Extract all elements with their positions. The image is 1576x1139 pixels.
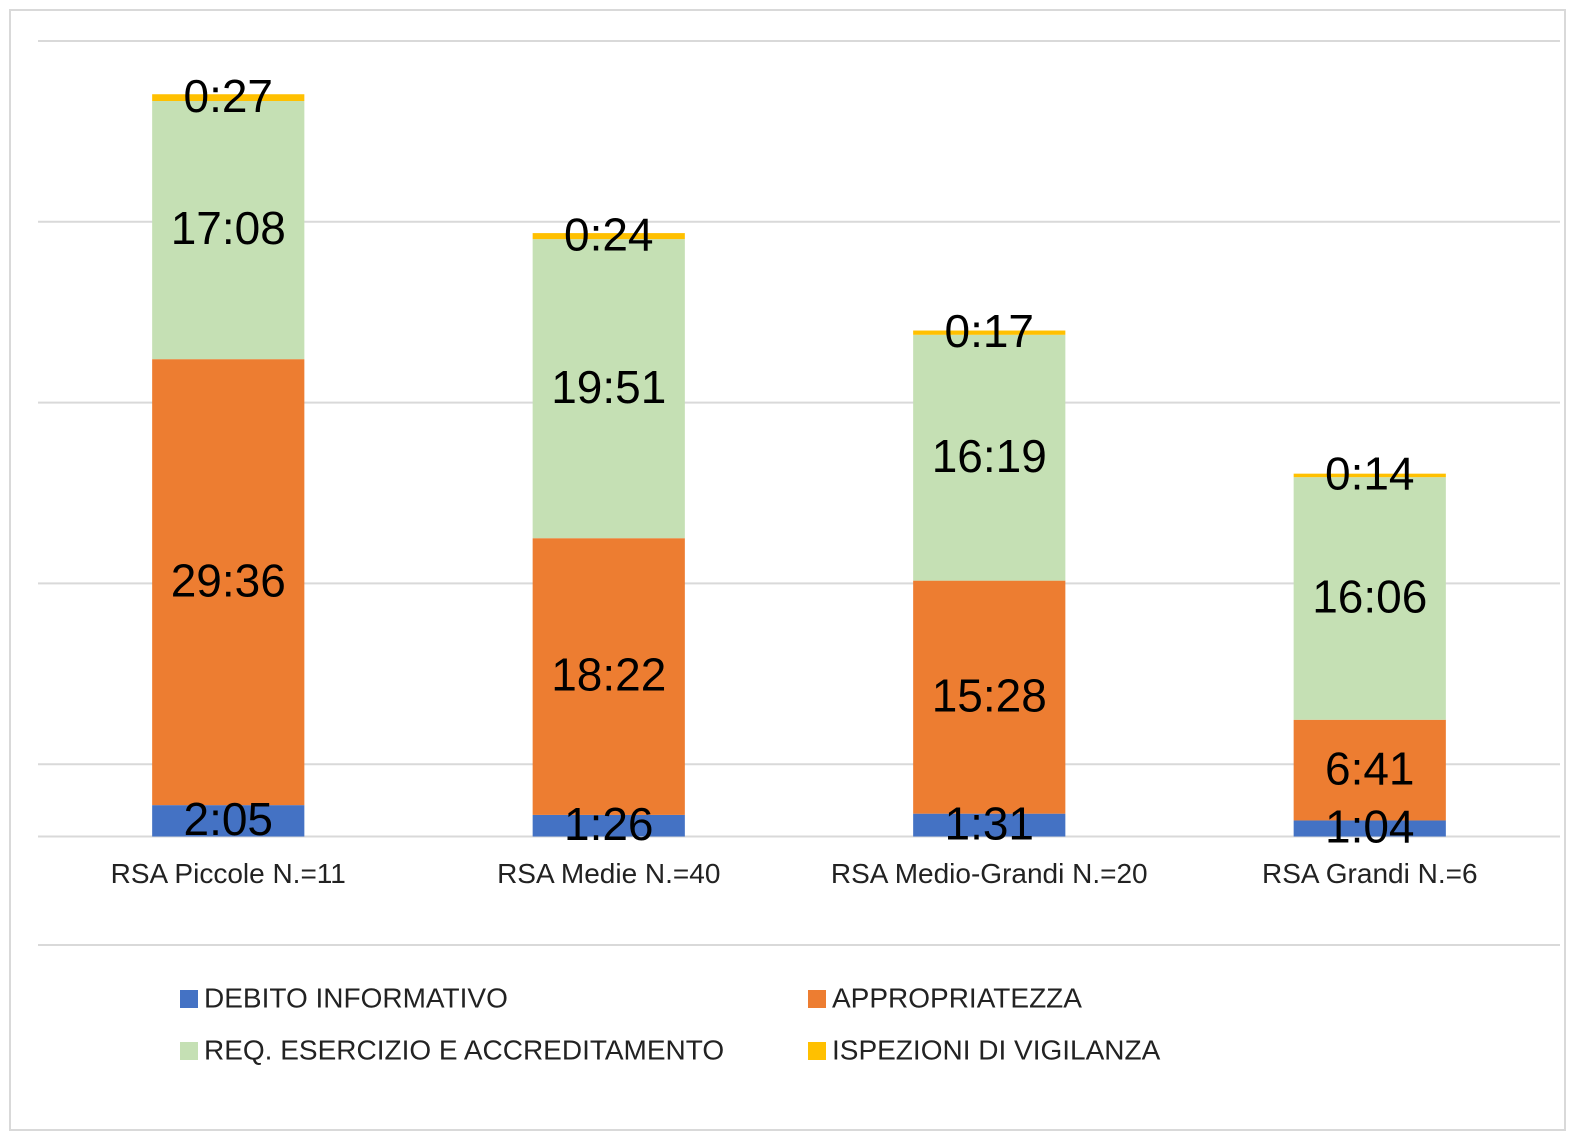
legend-swatch bbox=[808, 990, 826, 1008]
data-label: 0:14 bbox=[1325, 448, 1415, 500]
legend-label: REQ. ESERCIZIO E ACCREDITAMENTO bbox=[204, 1034, 724, 1065]
bar-segment bbox=[1293, 477, 1446, 720]
data-label: 16:19 bbox=[932, 430, 1047, 482]
data-label: 16:06 bbox=[1312, 571, 1427, 623]
bar-segment bbox=[532, 814, 685, 837]
bar-segment bbox=[152, 94, 305, 102]
data-label: 19:51 bbox=[551, 361, 666, 413]
data-label: 0:27 bbox=[183, 70, 273, 122]
data-label: 0:24 bbox=[564, 208, 654, 260]
data-label: 1:04 bbox=[1325, 801, 1415, 853]
bar-segment bbox=[913, 813, 1066, 837]
data-label: 6:41 bbox=[1325, 742, 1415, 794]
bar-segment bbox=[913, 580, 1066, 814]
bar-segment bbox=[1293, 473, 1446, 478]
bar-segment bbox=[532, 233, 685, 240]
legend-swatch bbox=[180, 1042, 198, 1060]
data-label: 0:17 bbox=[944, 305, 1034, 357]
data-label: 1:26 bbox=[564, 798, 654, 850]
data-label: 2:05 bbox=[183, 793, 273, 845]
legend-swatch bbox=[808, 1042, 826, 1060]
legend-label: DEBITO INFORMATIVO bbox=[204, 982, 508, 1013]
bar-segment bbox=[913, 334, 1066, 581]
bar-segment bbox=[913, 330, 1066, 335]
bar-segment bbox=[152, 805, 305, 837]
legend-swatch bbox=[180, 990, 198, 1008]
x-tick-label: RSA Piccole N.=11 bbox=[111, 858, 346, 889]
bar-segment bbox=[532, 239, 685, 539]
bar-segment bbox=[152, 359, 305, 806]
x-tick-label: RSA Medio-Grandi N.=20 bbox=[831, 858, 1148, 889]
data-label: 29:36 bbox=[171, 554, 286, 606]
bar-segment bbox=[532, 538, 685, 815]
legend-label: ISPEZIONI DI VIGILANZA bbox=[832, 1034, 1161, 1065]
x-tick-label: RSA Medie N.=40 bbox=[497, 858, 720, 889]
bar-segment bbox=[1293, 719, 1446, 821]
bar-segment bbox=[152, 101, 305, 360]
bar-segment bbox=[1293, 820, 1446, 837]
data-label: 15:28 bbox=[932, 669, 1047, 721]
x-tick-label: RSA Grandi N.=6 bbox=[1262, 858, 1478, 889]
data-label: 17:08 bbox=[171, 202, 286, 254]
legend-label: APPROPRIATEZZA bbox=[832, 982, 1082, 1013]
data-label: 18:22 bbox=[551, 649, 666, 701]
data-label: 1:31 bbox=[944, 797, 1034, 849]
